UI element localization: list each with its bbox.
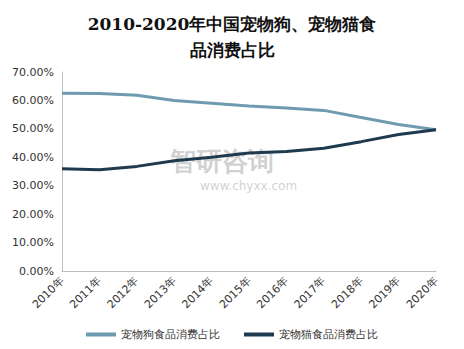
svg-text:2017年: 2017年 bbox=[292, 274, 329, 311]
svg-text:50.00%: 50.00% bbox=[12, 122, 54, 135]
svg-text:www.chyxx.com: www.chyxx.com bbox=[200, 179, 297, 193]
svg-text:2019年: 2019年 bbox=[366, 274, 403, 311]
svg-text:2014年: 2014年 bbox=[179, 274, 216, 311]
svg-text:0.00%: 0.00% bbox=[19, 265, 54, 278]
svg-text:20.00%: 20.00% bbox=[12, 208, 54, 221]
svg-text:2010-2020年中国宠物狗、宠物猫食: 2010-2020年中国宠物狗、宠物猫食 bbox=[88, 14, 377, 34]
svg-text:70.00%: 70.00% bbox=[12, 66, 54, 79]
svg-text:2013年: 2013年 bbox=[142, 274, 179, 311]
svg-text:2020年: 2020年 bbox=[404, 274, 441, 311]
svg-text:2010年: 2010年 bbox=[30, 274, 67, 311]
svg-text:2016年: 2016年 bbox=[254, 274, 291, 311]
svg-text:2011年: 2011年 bbox=[67, 274, 104, 311]
svg-text:40.00%: 40.00% bbox=[12, 151, 54, 164]
svg-text:品消费占比: 品消费占比 bbox=[190, 40, 275, 60]
svg-text:宠物猫食品消费占比: 宠物猫食品消费占比 bbox=[279, 328, 378, 341]
svg-text:宠物狗食品消费占比: 宠物狗食品消费占比 bbox=[121, 328, 220, 341]
svg-text:智研咨询: 智研咨询 bbox=[170, 146, 274, 176]
svg-text:10.00%: 10.00% bbox=[12, 236, 54, 249]
svg-text:60.00%: 60.00% bbox=[12, 94, 54, 107]
svg-text:2012年: 2012年 bbox=[105, 274, 142, 311]
svg-text:2015年: 2015年 bbox=[217, 274, 254, 311]
svg-text:30.00%: 30.00% bbox=[12, 179, 54, 192]
svg-text:2018年: 2018年 bbox=[329, 274, 366, 311]
